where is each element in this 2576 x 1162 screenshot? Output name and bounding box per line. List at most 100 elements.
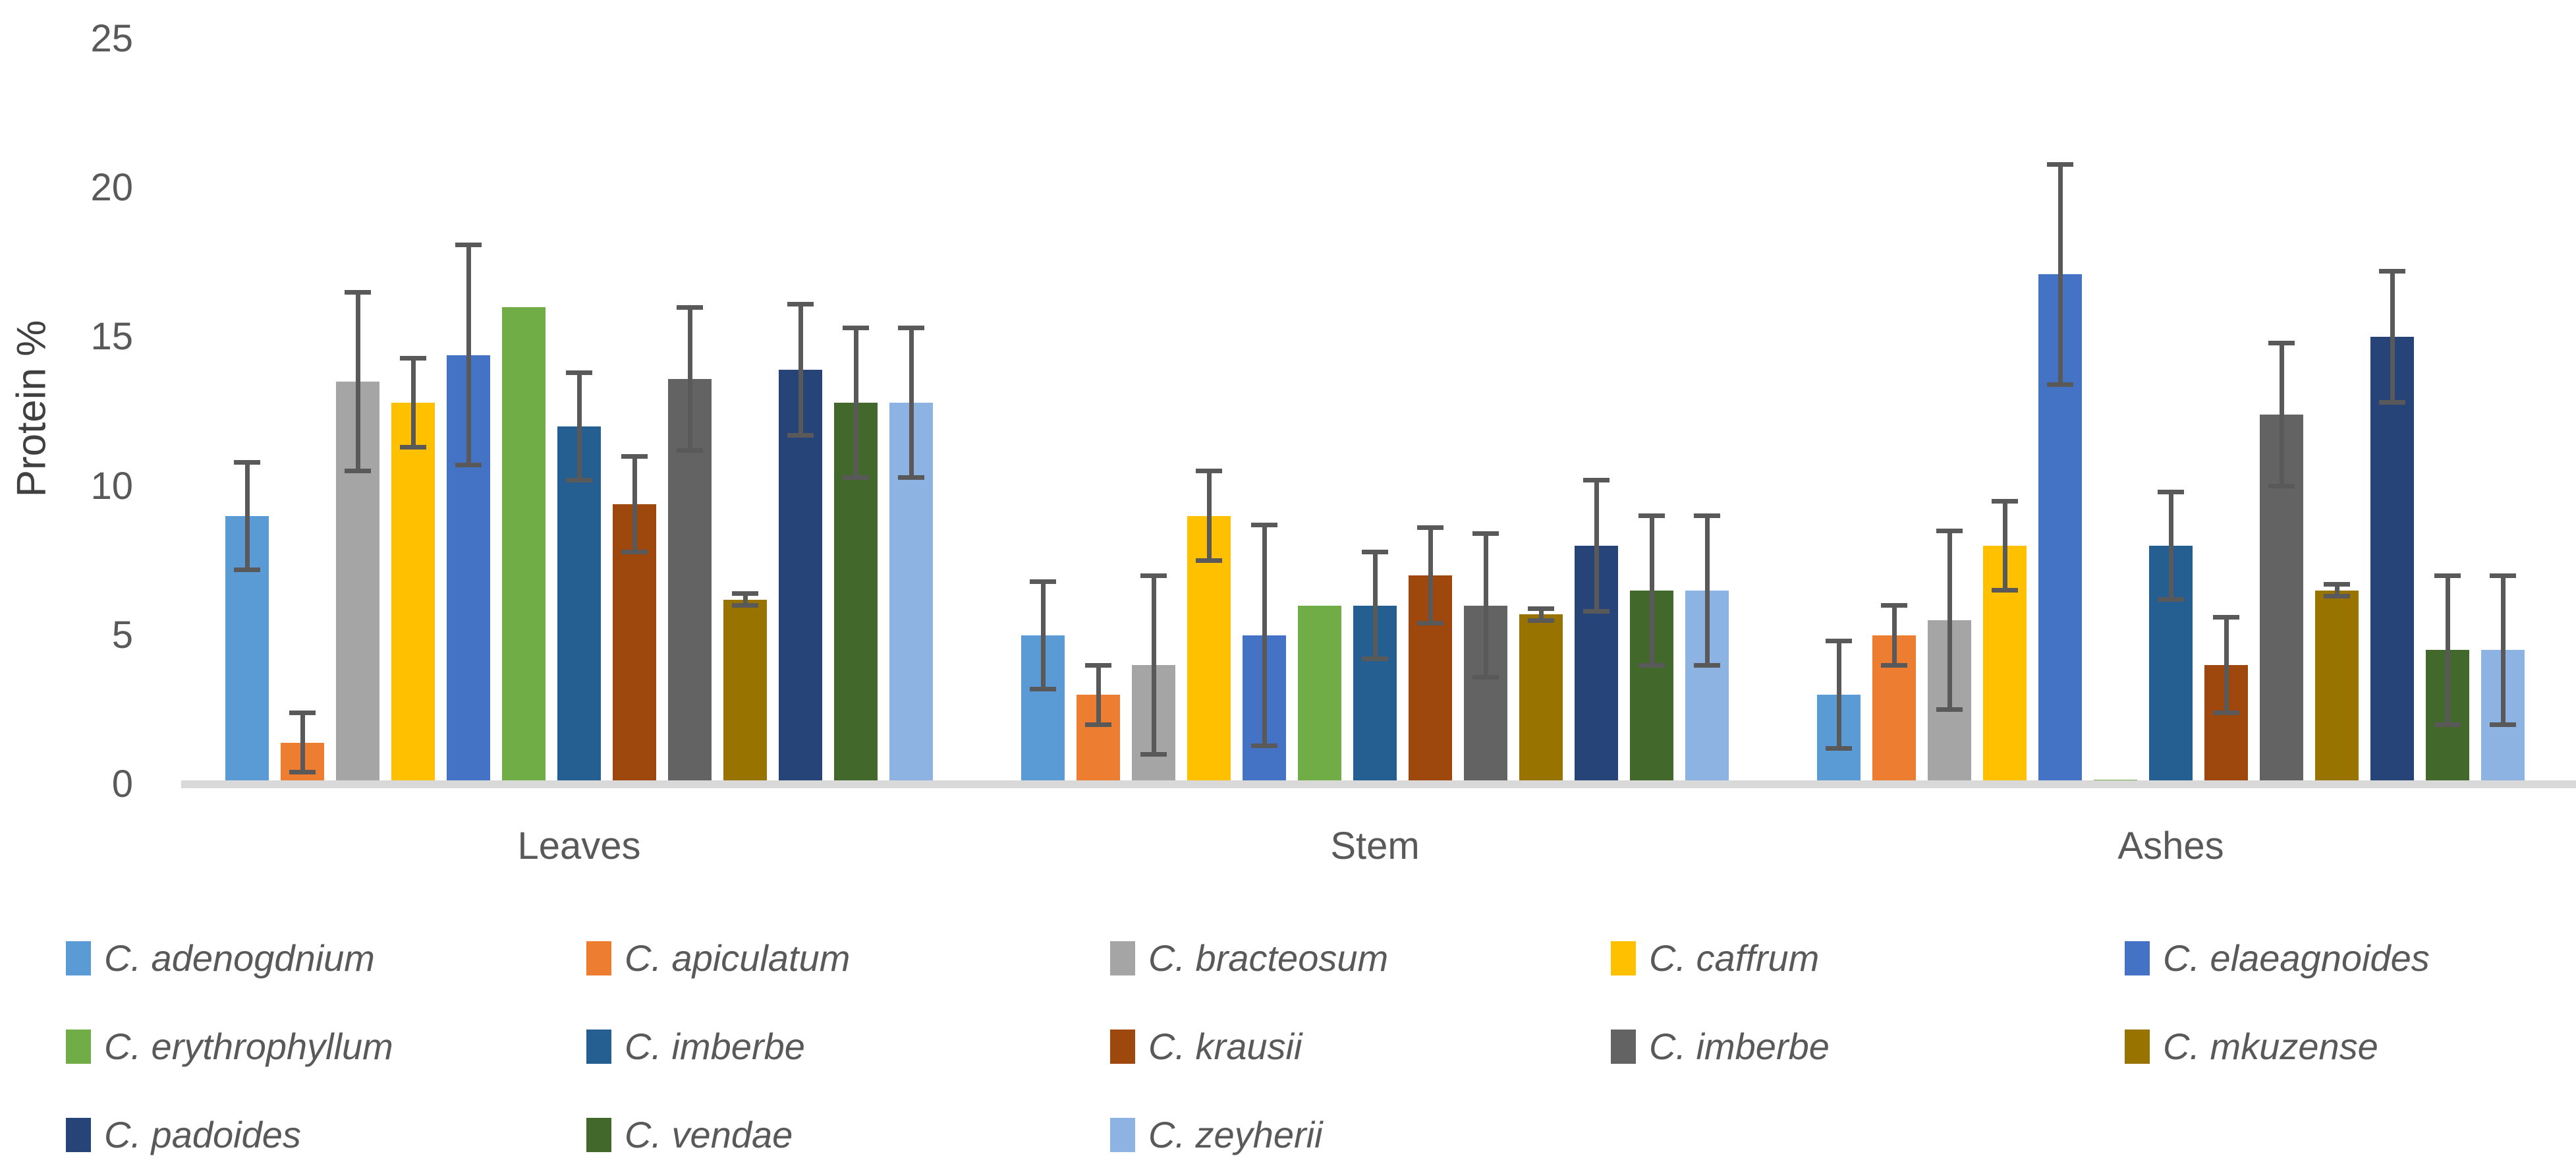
error-bar xyxy=(1826,746,1852,751)
error-bar xyxy=(621,549,648,554)
bar-c-mkuzense-stem xyxy=(1519,614,1563,784)
error-bar xyxy=(1649,515,1654,666)
error-bar xyxy=(2224,617,2229,713)
error-bar xyxy=(1836,641,1841,749)
error-bar xyxy=(1417,621,1443,626)
legend-label: C. imberbe xyxy=(625,1026,805,1067)
error-bar xyxy=(1151,575,1156,755)
legend-swatch xyxy=(66,1118,91,1152)
error-bar xyxy=(1472,674,1499,680)
bar-c-padoides-leaves xyxy=(779,370,822,784)
bar-c-padoides-ashes xyxy=(2370,337,2414,784)
legend-swatch xyxy=(586,1030,611,1064)
error-bar xyxy=(1936,707,1963,712)
error-bar xyxy=(1030,686,1056,691)
error-bar xyxy=(742,593,748,606)
x-axis-line xyxy=(181,780,2576,788)
error-bar xyxy=(1704,515,1710,666)
error-bar xyxy=(909,328,914,477)
error-bar xyxy=(1947,531,1952,710)
legend-label: C. krausii xyxy=(1148,1026,1302,1067)
legend-swatch xyxy=(1611,1030,1636,1064)
y-tick-label: 25 xyxy=(90,17,133,60)
error-bar xyxy=(1528,618,1554,623)
legend-label: C. elaeagnoides xyxy=(2163,937,2430,979)
error-bar xyxy=(2268,484,2295,489)
bar-c-mkuzense-leaves xyxy=(723,600,767,784)
legend-swatch xyxy=(2125,941,2150,975)
error-bar xyxy=(1992,588,2018,593)
error-bar xyxy=(1881,662,1907,668)
error-bar xyxy=(2334,584,2339,596)
error-bar xyxy=(798,304,803,436)
error-bar xyxy=(687,307,692,451)
legend-swatch xyxy=(66,1030,91,1064)
bar-c-mkuzense-ashes xyxy=(2315,591,2359,784)
y-tick-label: 10 xyxy=(90,464,133,508)
error-bar xyxy=(1040,581,1046,689)
error-bar xyxy=(2158,597,2184,602)
error-bar xyxy=(289,770,316,775)
legend-label: C. zeyherii xyxy=(1148,1114,1323,1155)
error-bar xyxy=(2002,501,2007,591)
error-bar xyxy=(1694,662,1720,668)
error-bar xyxy=(2379,400,2405,405)
error-bar xyxy=(300,712,305,772)
y-tick-label: 0 xyxy=(111,763,133,805)
error-bar xyxy=(2490,722,2516,728)
error-bar xyxy=(1085,722,1111,728)
error-bar xyxy=(1583,609,1610,614)
category-label-stem: Stem xyxy=(1330,825,1420,867)
error-bar xyxy=(632,456,637,552)
error-bar xyxy=(466,245,471,465)
error-bar xyxy=(1262,525,1267,746)
y-tick-label: 15 xyxy=(90,315,133,359)
error-bar xyxy=(1362,656,1388,662)
error-bar xyxy=(2213,710,2239,715)
error-bar xyxy=(345,469,371,474)
error-bar xyxy=(244,462,250,570)
error-bar xyxy=(455,463,482,468)
legend-label: C. bracteosum xyxy=(1148,937,1389,979)
legend-swatch xyxy=(586,1118,611,1152)
legend-label: C. vendae xyxy=(625,1114,793,1155)
error-bar xyxy=(2168,492,2173,600)
error-bar xyxy=(410,358,416,448)
error-bar xyxy=(576,372,582,480)
error-bar xyxy=(400,445,426,450)
error-bar xyxy=(2500,575,2506,725)
bar-c-caffrum-leaves xyxy=(391,403,435,784)
legend-swatch xyxy=(66,941,91,975)
y-tick-label: 20 xyxy=(90,166,133,210)
error-bar xyxy=(1372,552,1378,659)
category-label-leaves: Leaves xyxy=(517,825,641,867)
category-label-ashes: Ashes xyxy=(2117,825,2224,867)
error-bar xyxy=(1251,743,1277,748)
legend-label: C. adenogdnium xyxy=(104,937,375,979)
error-bar xyxy=(2434,722,2461,728)
error-bar xyxy=(2058,164,2063,385)
error-bar xyxy=(898,475,924,480)
error-bar xyxy=(2324,594,2350,599)
error-bar xyxy=(234,567,260,572)
error-bar xyxy=(1428,527,1433,624)
legend-swatch xyxy=(1110,1030,1135,1064)
error-bar xyxy=(1206,471,1212,561)
legend-label: C. apiculatum xyxy=(625,937,851,979)
legend-label: C. padoides xyxy=(104,1114,301,1155)
legend-label: C. caffrum xyxy=(1649,937,1820,979)
error-bar xyxy=(1891,605,1897,666)
y-tick-label: 5 xyxy=(111,613,133,656)
error-bar xyxy=(2047,382,2073,388)
error-bar xyxy=(787,433,814,438)
legend-swatch xyxy=(586,941,611,975)
error-bar xyxy=(1594,480,1599,612)
error-bar xyxy=(2390,271,2395,403)
error-bar xyxy=(1483,533,1488,678)
legend-swatch xyxy=(1110,1118,1135,1152)
legend-swatch xyxy=(2125,1030,2150,1064)
error-bar xyxy=(1538,608,1544,621)
legend-label: C. imberbe xyxy=(1649,1026,1830,1067)
legend-swatch xyxy=(1110,941,1135,975)
error-bar xyxy=(566,478,592,483)
